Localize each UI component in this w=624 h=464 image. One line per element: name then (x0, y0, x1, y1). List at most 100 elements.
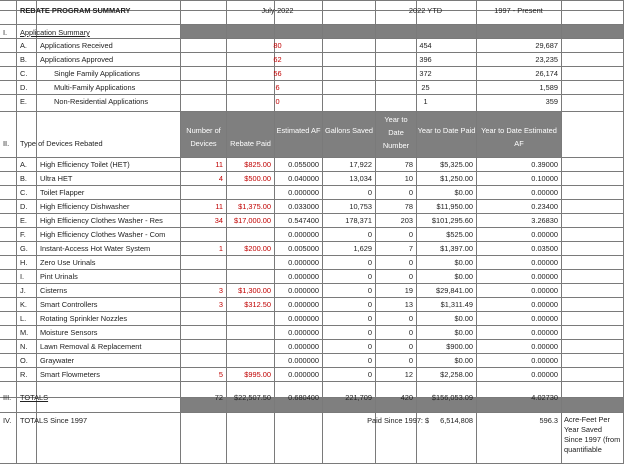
device-row-rebate (229, 340, 271, 354)
row-gridline (0, 255, 624, 256)
device-row-ytd-af: 0.23400 (531, 202, 558, 211)
device-row-ytd-af: 0.00000 (531, 272, 558, 281)
section1-row-ytd: 25 (421, 83, 430, 92)
device-row-ytd-number: 203 (400, 216, 413, 225)
device-row-ytd-number: 12 (404, 370, 413, 379)
af-since-1997-note: Acre-Feet Per Year Saved Since 1997 (fro… (564, 415, 621, 454)
device-row-ytd-paid: $0.00 (454, 328, 474, 337)
device-row-ytd-number: 0 (408, 328, 413, 337)
section1-row-ytd: 1 (423, 97, 428, 106)
row-gridline (0, 66, 624, 67)
row-gridline (0, 269, 624, 270)
device-row-af: 0.000000 (288, 258, 319, 267)
device-row-label: Zero Use Urinals (40, 258, 96, 267)
section1-row-since: 1,589 (539, 83, 559, 92)
section1-row-month: 80 (273, 41, 282, 50)
device-row-gallons: 1,629 (353, 244, 373, 253)
device-row-af: 0.547400 (288, 216, 319, 225)
device-row-letter: M. (20, 328, 29, 337)
section1-row-letter: C. (20, 69, 28, 78)
column-gridline (322, 0, 323, 464)
device-row-ytd-paid: $0.00 (454, 356, 474, 365)
device-row-label: Toilet Flapper (40, 188, 85, 197)
device-row-rebate: $995.00 (244, 370, 271, 379)
totals-af: 0.680400 (288, 393, 319, 402)
af-header: Estimated AF (276, 126, 321, 135)
device-row-rebate: $500.00 (244, 174, 271, 183)
row-gridline (0, 297, 624, 298)
section1-row-month: 0 (275, 97, 280, 106)
device-row-ytd-paid: $2,258.00 (440, 370, 473, 379)
device-row-count: 5 (218, 370, 223, 379)
device-row-ytd-af: 0.00000 (531, 258, 558, 267)
device-row-count: 34 (214, 216, 223, 225)
since-column-header: 1997 - Present (494, 6, 543, 15)
device-row-ytd-number: 0 (408, 342, 413, 351)
paid-since-1997-value: 6,514,808 (440, 416, 473, 425)
device-row-ytd-af: 0.00000 (531, 300, 558, 309)
device-row-ytd-af: 0.03500 (531, 244, 558, 253)
device-row-gallons: 17,922 (349, 160, 372, 169)
since1997-number: IV. (3, 416, 12, 425)
device-row-ytd-number: 7 (408, 244, 413, 253)
device-row-af: 0.005000 (288, 244, 319, 253)
row-gridline (0, 199, 624, 200)
device-row-ytd-paid: $0.00 (454, 272, 474, 281)
device-row-letter: J. (20, 286, 26, 295)
section1-row-letter: A. (20, 41, 27, 50)
device-row-af: 0.000000 (288, 286, 319, 295)
device-row-af: 0.000000 (288, 188, 319, 197)
device-row-count: 11 (215, 202, 223, 211)
device-row-letter: G. (20, 244, 28, 253)
device-row-ytd-af: 0.00000 (531, 286, 558, 295)
device-row-rebate (229, 270, 271, 284)
af-since-1997-value: 596.3 (539, 416, 559, 425)
ytd-column-header: 2022 YTD (408, 6, 443, 15)
device-row-count (183, 340, 223, 354)
device-row-label: High Efficiency Clothes Washer - Com (40, 230, 166, 239)
row-gridline (0, 353, 624, 354)
totals-label: TOTALS (20, 393, 49, 402)
totals-number: III. (3, 393, 12, 402)
totals-ytd-number: 420 (400, 393, 413, 402)
device-row-rebate: $312.50 (244, 300, 271, 309)
device-row-gallons: 0 (367, 314, 372, 323)
column-gridline (274, 0, 275, 464)
device-row-ytd-paid: $0.00 (454, 314, 474, 323)
row-gridline (0, 325, 624, 326)
device-row-gallons: 0 (367, 230, 372, 239)
section1-row-since: 359 (545, 97, 558, 106)
device-row-af: 0.000000 (288, 272, 319, 281)
device-row-count (183, 256, 223, 270)
device-row-label: Cisterns (40, 286, 68, 295)
row-gridline (0, 283, 624, 284)
device-row-ytd-number: 78 (404, 160, 413, 169)
device-row-label: Smart Flowmeters (40, 370, 100, 379)
section1-row-since: 23,235 (535, 55, 558, 64)
device-row-ytd-af: 0.00000 (531, 342, 558, 351)
device-row-ytd-paid: $101,295.60 (431, 216, 473, 225)
device-row-gallons: 0 (367, 328, 372, 337)
row-gridline (0, 111, 624, 112)
device-row-rebate: $825.00 (244, 160, 271, 169)
device-row-ytd-number: 13 (404, 300, 413, 309)
section1-row-label: Single Family Applications (54, 69, 140, 78)
device-row-rebate (229, 354, 271, 368)
totals-separator-band (180, 398, 624, 412)
totals-ytd-af: 4.02730 (531, 393, 558, 402)
device-row-ytd-af: 0.39000 (531, 160, 558, 169)
section2-header-band (180, 112, 562, 157)
device-row-ytd-number: 0 (408, 356, 413, 365)
device-row-gallons: 0 (367, 286, 372, 295)
device-row-label: High Efficiency Clothes Washer - Res (40, 216, 163, 225)
device-row-count: 4 (218, 174, 223, 183)
section1-row-label: Multi-Family Applications (54, 83, 136, 92)
rebate-header: Rebate Paid (230, 139, 271, 148)
device-row-gallons: 0 (367, 356, 372, 365)
section1-header-band (180, 24, 624, 38)
device-row-ytd-af: 0.00000 (531, 230, 558, 239)
device-row-ytd-af: 0.10000 (531, 174, 558, 183)
device-row-ytd-number: 0 (408, 272, 413, 281)
column-gridline (416, 0, 417, 464)
